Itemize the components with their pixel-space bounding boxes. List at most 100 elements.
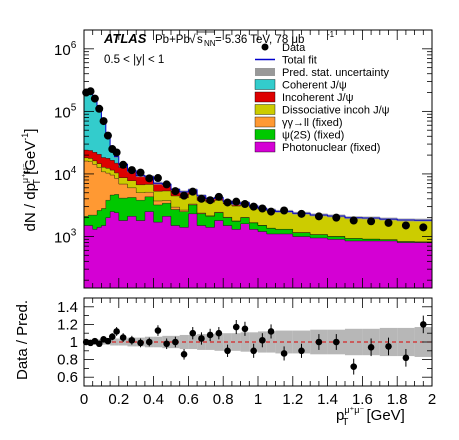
legend-label: Dissociative incoh J/ψ <box>282 105 390 117</box>
data-point <box>145 174 154 183</box>
data-point <box>349 216 358 225</box>
sqrt-nn-subscript: NN <box>204 39 216 48</box>
ratio-point <box>198 335 205 342</box>
ratio-point <box>154 327 162 334</box>
ratio-point <box>119 334 127 341</box>
x-tick-label: 1 <box>254 391 262 408</box>
ratio-point <box>241 325 249 333</box>
ratio-uncertainty-band <box>114 338 119 346</box>
ratio-point <box>172 338 179 346</box>
x-tick-label: 1.8 <box>387 391 408 408</box>
ratio-point <box>280 350 288 357</box>
data-point <box>332 213 341 222</box>
data-point <box>197 194 206 203</box>
ratio-uncertainty-band <box>266 331 276 353</box>
x-tick-label: 1.6 <box>352 391 373 408</box>
ratio-uncertainty-band <box>231 333 241 351</box>
ratio-point <box>189 329 197 337</box>
legend-swatch <box>254 104 276 115</box>
legend-label: Pred. stat. uncertainty <box>282 67 389 79</box>
energy-lumi-label: = 5.36 TeV, 78 μb <box>215 34 304 46</box>
rapidity-label: 0.5 < |y| < 1 <box>104 54 164 66</box>
ratio-uncertainty-band <box>275 330 293 354</box>
data-point <box>297 209 306 218</box>
y-tick-label: 106 <box>54 40 77 59</box>
sqrt-symbol: √ <box>189 32 196 46</box>
x-tick-label: 0.2 <box>108 391 129 408</box>
ratio-point <box>206 331 214 339</box>
ratio-point <box>104 337 112 345</box>
legend-swatch <box>254 91 276 103</box>
x-tick-label: 0.6 <box>178 391 199 408</box>
x-tick-label: 0.4 <box>143 391 164 408</box>
legend-swatch <box>254 141 276 153</box>
legend-label: γγ→ll (fixed) <box>282 117 343 129</box>
ratio-point <box>250 347 257 355</box>
data-points <box>82 87 428 232</box>
ratio-y-tick-label: 0.6 <box>57 369 78 386</box>
x-tick-label: 1.4 <box>317 391 338 408</box>
data-point <box>223 198 232 207</box>
experiment-label: ATLAS <box>103 31 147 46</box>
ratio-point <box>108 333 116 341</box>
data-point <box>99 117 108 126</box>
data-point <box>90 94 99 103</box>
ratio-point <box>385 343 392 350</box>
ratio-point <box>113 328 120 335</box>
data-point <box>86 87 95 96</box>
ratio-y-axis-label: Data / Pred. <box>14 300 31 380</box>
ratio-point <box>350 363 358 370</box>
data-point <box>206 196 215 205</box>
ratio-uncertainty-band <box>240 332 250 352</box>
data-point <box>258 204 267 213</box>
x-tick-label: 0.8 <box>213 391 234 408</box>
ratio-point <box>163 340 170 348</box>
data-point <box>249 202 258 211</box>
data-point <box>153 174 162 183</box>
svg-text:Data / Pred.: Data / Pred. <box>14 300 31 380</box>
ratio-y-tick-label: 1.4 <box>57 299 78 316</box>
data-point <box>280 206 289 215</box>
data-point <box>136 168 145 177</box>
data-point <box>188 187 197 196</box>
data-point <box>112 148 121 157</box>
ratio-point <box>215 329 223 337</box>
ratio-y-tick-label: 1.2 <box>57 316 78 333</box>
ratio-point <box>95 340 103 348</box>
ratio-point <box>315 338 323 346</box>
data-point <box>103 131 112 140</box>
legend-swatch <box>254 116 276 128</box>
ratio-point <box>232 323 240 331</box>
collision-label: Pb+Pb <box>155 34 190 46</box>
legend-marker <box>261 43 269 51</box>
ratio-y-tick-label: 0.8 <box>57 352 78 369</box>
data-point <box>119 160 128 169</box>
x-tick-label: 1.2 <box>282 391 303 408</box>
data-point <box>240 200 249 209</box>
ratio-y-tick-label: 1 <box>70 334 78 351</box>
ratio-point <box>333 338 340 346</box>
data-point <box>95 104 104 113</box>
svg-text:dN / dpμ⁺μ⁻T [GeV-1]: dN / dpμ⁺μ⁻ T [GeV-1] <box>20 129 43 232</box>
y-tick-label: 105 <box>54 102 77 121</box>
ratio-point <box>180 351 188 358</box>
y-tick-label: 103 <box>54 227 77 246</box>
ratio-point <box>224 347 231 355</box>
legend-label: Incoherent J/ψ <box>282 92 354 104</box>
x-tick-label: 0 <box>80 391 88 408</box>
data-point <box>314 212 323 221</box>
sqrt-s-label: s <box>197 34 203 46</box>
data-point <box>419 223 428 232</box>
data-point <box>162 180 171 189</box>
ratio-point <box>259 336 266 344</box>
legend-swatch <box>254 79 276 90</box>
main-y-axis-label: dN / dpμ⁺μ⁻ T [GeV-1] <box>20 129 43 232</box>
data-point <box>267 207 276 216</box>
ratio-point <box>137 339 144 347</box>
ratio-point <box>298 347 305 355</box>
legend-label: Data <box>282 42 306 54</box>
data-point <box>232 197 241 206</box>
